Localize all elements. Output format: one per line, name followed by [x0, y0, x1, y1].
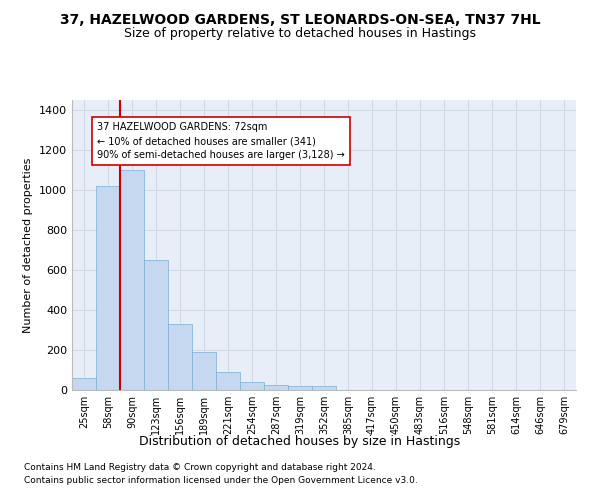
Bar [312, 386, 336, 390]
Bar [216, 372, 240, 390]
Bar [240, 382, 264, 390]
Bar [168, 324, 192, 390]
Text: Contains public sector information licensed under the Open Government Licence v3: Contains public sector information licen… [24, 476, 418, 485]
Text: Contains HM Land Registry data © Crown copyright and database right 2024.: Contains HM Land Registry data © Crown c… [24, 464, 376, 472]
Text: Size of property relative to detached houses in Hastings: Size of property relative to detached ho… [124, 28, 476, 40]
Bar [144, 260, 168, 390]
Bar [72, 378, 96, 390]
Text: Distribution of detached houses by size in Hastings: Distribution of detached houses by size … [139, 435, 461, 448]
Text: 37 HAZELWOOD GARDENS: 72sqm
← 10% of detached houses are smaller (341)
90% of se: 37 HAZELWOOD GARDENS: 72sqm ← 10% of det… [97, 122, 345, 160]
Text: 37, HAZELWOOD GARDENS, ST LEONARDS-ON-SEA, TN37 7HL: 37, HAZELWOOD GARDENS, ST LEONARDS-ON-SE… [59, 12, 541, 26]
Bar [264, 385, 288, 390]
Bar [192, 352, 216, 390]
Bar [288, 386, 312, 390]
Bar [120, 170, 144, 390]
Y-axis label: Number of detached properties: Number of detached properties [23, 158, 34, 332]
Bar [96, 186, 120, 390]
